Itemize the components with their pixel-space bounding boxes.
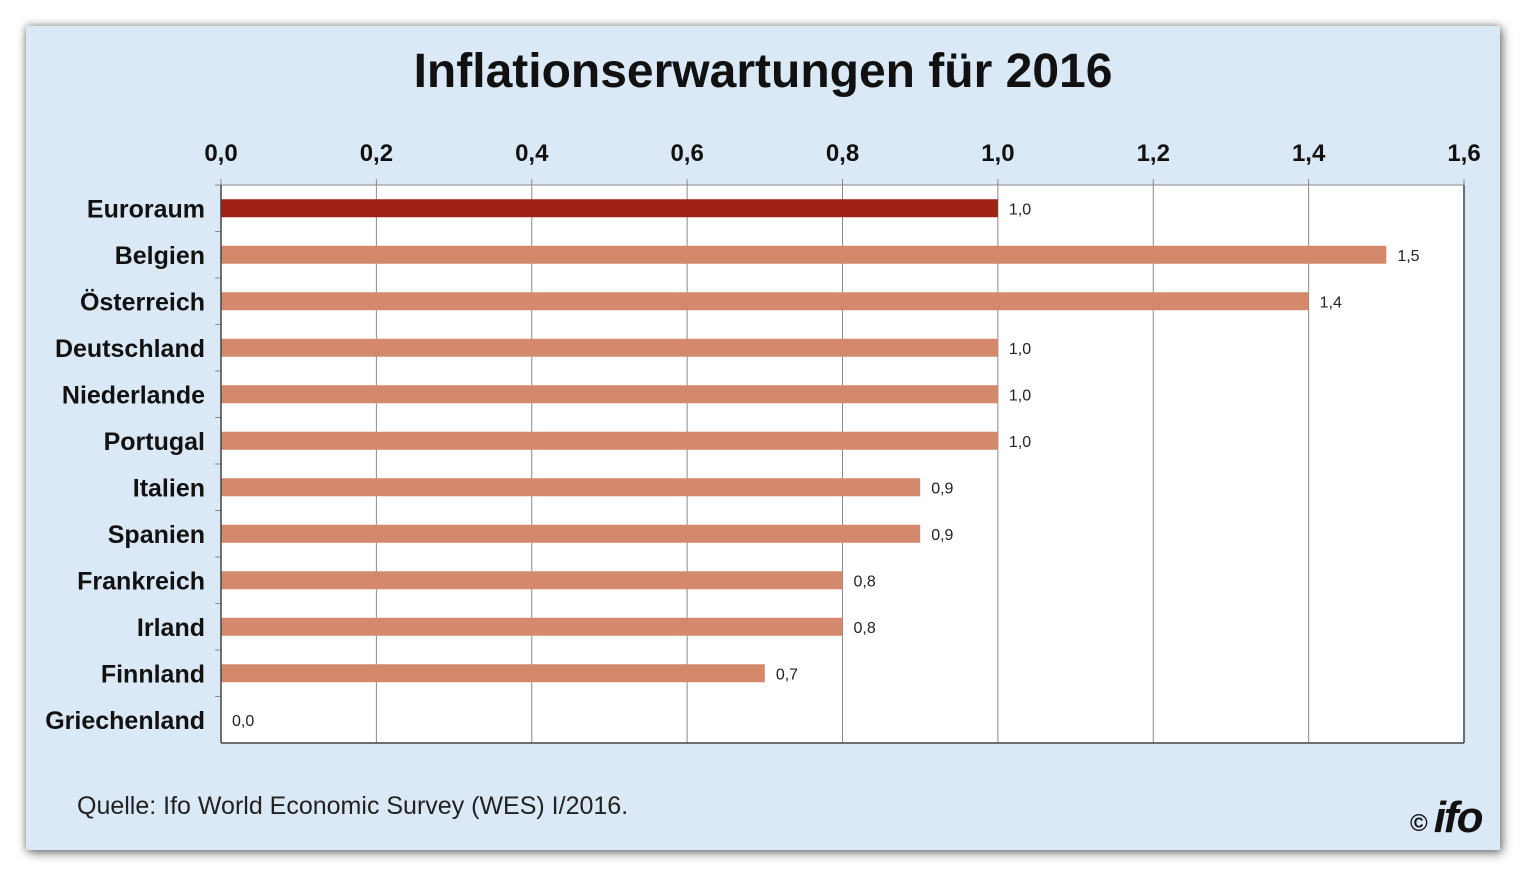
value-label: 0,8 [854, 573, 876, 590]
value-label: 1,0 [1009, 341, 1031, 358]
category-label: Griechenland [45, 707, 205, 735]
bar [221, 664, 765, 683]
bar [221, 571, 843, 590]
bar [221, 338, 998, 357]
value-label: 1,0 [1009, 434, 1031, 451]
value-label: 0,8 [854, 620, 876, 637]
x-tick-label: 1,2 [1137, 140, 1170, 167]
category-label: Österreich [80, 287, 205, 316]
x-tick-label: 1,0 [981, 140, 1014, 167]
bar [221, 617, 843, 636]
value-label: 0,9 [931, 480, 953, 497]
category-label: Finnland [101, 660, 205, 688]
x-tick-label: 0,2 [360, 140, 393, 167]
bar [221, 478, 921, 497]
category-label: Belgien [115, 242, 205, 270]
source-note: Quelle: Ifo World Economic Survey (WES) … [77, 792, 629, 820]
x-tick-label: 0,8 [826, 140, 859, 167]
value-label: 1,0 [1009, 201, 1031, 218]
chart-title: Inflationserwartungen für 2016 [413, 45, 1113, 98]
bar [221, 431, 998, 450]
category-label: Niederlande [62, 381, 205, 409]
value-label: 1,5 [1397, 248, 1419, 265]
category-label: Deutschland [55, 335, 205, 363]
bar [221, 245, 1387, 264]
ifo-logo: ifo [1433, 793, 1484, 842]
value-label: 1,4 [1320, 294, 1342, 311]
value-label: 0,0 [232, 713, 254, 730]
bar [221, 385, 998, 404]
category-label: Spanien [108, 521, 205, 549]
copyright-notice: © ifo [1410, 796, 1483, 840]
x-tick-label: 0,6 [670, 140, 703, 167]
value-label: 0,7 [776, 666, 798, 683]
value-label: 0,9 [931, 527, 953, 544]
bar [221, 292, 1309, 311]
value-label: 1,0 [1009, 387, 1031, 404]
x-tick-label: 0,4 [515, 140, 549, 167]
category-label: Irland [137, 614, 205, 642]
copyright-symbol: © [1410, 810, 1428, 837]
category-label: Frankreich [77, 567, 205, 595]
category-label: Italien [133, 474, 205, 502]
category-label: Euroraum [87, 195, 205, 223]
category-label: Portugal [104, 428, 205, 456]
x-tick-label: 1,6 [1447, 140, 1480, 167]
x-tick-label: 1,4 [1292, 140, 1326, 167]
x-tick-label: 0,0 [204, 140, 237, 167]
bar [221, 524, 921, 543]
bar [221, 199, 998, 218]
